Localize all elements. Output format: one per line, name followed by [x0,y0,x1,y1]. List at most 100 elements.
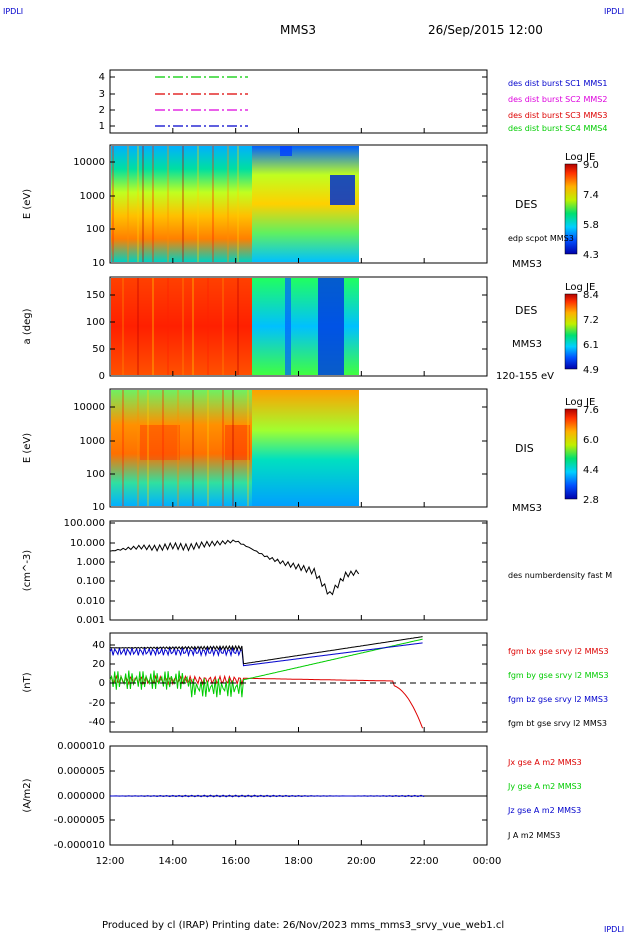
ytick-label-density: 100.000 [64,518,105,529]
ylabel-dis_energy: E (eV) [22,433,33,463]
colorbar-des-energy [564,163,578,255]
ytick-label-dis_energy: 10 [92,502,105,513]
ytick-label-current: 0.000005 [57,766,105,777]
des-energy-spectrogram [111,146,359,262]
ytick-label-des_pitch: 150 [86,290,105,301]
xtick-label: 00:00 [473,856,502,867]
ytick-label-dis_energy: 10000 [73,402,105,413]
spectrogram-stripe [237,278,239,375]
ylabel-des_pitch: a (deg) [22,308,33,344]
colorbar-tick-label: 7.6 [583,405,599,416]
corner-label-top-left: IPDLI [3,7,23,16]
xtick-label: 22:00 [410,856,439,867]
spectrogram-stripe [167,278,169,375]
legend-entry-fgm: fgm bz gse srvy l2 MMS3 [508,695,608,704]
ytick-label-burst: 4 [99,72,105,83]
colorbar-tick-label: 4.9 [583,365,599,376]
spectrogram-stripe [182,278,184,375]
colorbar-tick-label: 8.4 [583,290,599,301]
ytick-label-fgm: 40 [92,640,105,651]
spectrogram-stripes [112,146,249,506]
ytick-label-des_energy: 1000 [80,191,105,202]
spectrogram-stripe [222,278,224,375]
ytick-label-current: 0.000000 [57,791,105,802]
spectrogram-stripe [167,146,169,262]
spectrogram-stripe [212,146,214,262]
ytick-label-fgm: 0 [99,678,105,689]
colorbar-tick-label: 5.8 [583,220,599,231]
colorbar-title: Log JE [565,152,595,163]
legend-entry-burst: des dist burst SC2 MMS2 [508,95,607,104]
ytick-label-density: 1.000 [76,557,105,568]
ytick-label-burst: 2 [99,105,105,116]
xtick-label: 16:00 [221,856,250,867]
spectrogram-stripe [137,390,139,506]
panel-label-des_pitch-label: DES [515,304,537,317]
xtick-label: 18:00 [284,856,313,867]
legend-entry-current: Jy gse A m2 MMS3 [507,782,582,791]
density-series-line [109,539,360,596]
burst-panel-frame [109,69,488,134]
colorbar-tick-label: 4.4 [583,465,599,476]
legend-entry-current: Jx gse A m2 MMS3 [507,758,582,767]
ytick-label-des_pitch: 0 [99,371,105,382]
spectrogram-stripe [147,390,149,506]
header-date: 26/Sep/2015 12:00 [428,23,543,37]
spectrogram-stripe [232,390,234,506]
current-series-line [110,794,425,798]
spectrogram-stripe [137,278,139,375]
ytick-label-dis_energy: 100 [86,469,105,480]
colorbar-tick-label: 7.2 [583,315,599,326]
spectrogram-stripe [237,146,239,262]
ytick-label-des_pitch: 100 [86,317,105,328]
corner-label-bottom-right: IPDLI [604,925,624,934]
ytick-label-dis_energy: 1000 [80,436,105,447]
ytick-label-density: 0.100 [76,576,105,587]
spectrogram-stripe [137,146,139,262]
ytick-label-burst: 1 [99,121,105,132]
header-title: MMS3 [280,23,316,37]
des-pitch-spectrogram [111,278,359,375]
spectrogram-stripe [152,278,154,375]
spectrogram-stripe [122,390,124,506]
panel-label-des_energy-extra_label: edp scpot MMS3 [508,234,574,243]
spectrogram-stripe [122,278,124,375]
colorbar-tick-label: 6.0 [583,435,599,446]
ylabel-current: (A/m2) [22,778,33,812]
spectrogram-stripe [207,390,209,506]
ytick-label-fgm: 20 [92,659,105,670]
legend-entry-current: J A m2 MMS3 [507,831,560,840]
xtick-label: 14:00 [158,856,187,867]
colorbar-title: Log JE [565,282,595,293]
spectrogram-stripe [247,390,249,506]
spectrogram-stripe [177,390,179,506]
fgm-series-line [109,674,424,729]
ytick-label-fgm: -40 [89,717,105,728]
panel-label-dis_energy-bottom_label: MMS3 [512,503,542,514]
ytick-label-current: -0.000005 [54,815,105,826]
legend-entry-fgm: fgm bx gse srvy l2 MMS3 [508,647,609,656]
spectrogram-stripe [112,146,114,262]
colorbar-tick-label: 2.8 [583,495,599,506]
spectrogram-stripe [162,390,164,506]
colorbar-tick-label: 7.4 [583,190,599,201]
ytick-label-density: 10.000 [70,538,105,549]
legend-entry-burst: des dist burst SC4 MMS4 [508,124,607,133]
fgm-series-line [110,636,423,665]
ytick-label-des_energy: 100 [86,224,105,235]
panel-label-des_energy-bottom_label: MMS3 [512,259,542,270]
ytick-label-current: 0.000010 [57,741,105,752]
ytick-label-burst: 3 [99,89,105,100]
colorbar-des-pitch [564,293,578,370]
spectrogram-stripe [192,390,194,506]
ytick-label-des_energy: 10 [92,258,105,269]
spectrogram-stripe [192,278,194,375]
xtick-label: 20:00 [347,856,376,867]
spectrogram-stripe [152,146,154,262]
panel-label-des_energy-label: DES [515,198,537,211]
colorbar-title: Log JE [565,397,595,408]
ylabel-density: (cm^-3) [22,550,33,591]
colorbar-tick-label: 9.0 [583,160,599,171]
footer-text: Produced by cl (IRAP) Printing date: 26/… [102,920,504,931]
